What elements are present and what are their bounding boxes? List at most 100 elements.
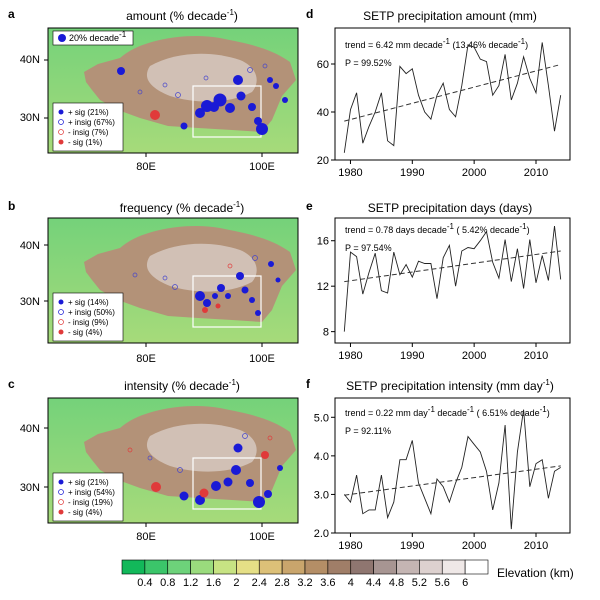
station-marker xyxy=(132,272,138,278)
station-marker xyxy=(225,103,235,113)
colorbar-label: 1.2 xyxy=(183,577,198,589)
lat-tick-label: 30N xyxy=(20,296,40,308)
colorbar-label: 3.2 xyxy=(297,577,312,589)
trend-line xyxy=(344,465,561,496)
legend-label: - sig (1%) xyxy=(68,138,103,147)
x-tick-label: 1990 xyxy=(400,350,424,362)
series-line xyxy=(343,42,562,153)
panel-letter: f xyxy=(306,377,311,391)
colorbar-swatch xyxy=(258,559,283,575)
y-tick-label: 8 xyxy=(323,327,329,339)
station-marker xyxy=(217,284,225,292)
p-value-text: P = 99.52% xyxy=(345,58,392,68)
series-line xyxy=(343,225,562,332)
plateau-high xyxy=(146,243,257,292)
map-border xyxy=(47,27,299,154)
lon-tick-label: 100E xyxy=(249,531,275,543)
setp-box xyxy=(192,457,262,510)
station-marker xyxy=(233,443,243,453)
lat-tick-label: 40N xyxy=(20,54,40,66)
panel-letter: d xyxy=(306,7,313,21)
station-marker xyxy=(172,284,178,290)
lat-tick-label: 30N xyxy=(20,112,40,124)
lon-tick-label: 80E xyxy=(136,531,156,543)
station-marker xyxy=(225,293,231,299)
station-marker xyxy=(175,92,181,98)
panel-letter: c xyxy=(8,377,15,391)
lon-tick-label: 100E xyxy=(249,353,275,365)
station-marker xyxy=(233,75,243,85)
map-panel-a: a amount (% decade-1) 20% decade-1 xyxy=(8,7,299,173)
trend-text: trend = 0.78 days decade-1 ( 5.42% decad… xyxy=(345,222,530,235)
timeseries-panel-d: d SETP precipitation amount (mm) trend =… xyxy=(306,7,571,179)
station-marker xyxy=(242,433,248,439)
legend-label: + insig (67%) xyxy=(68,118,115,127)
legend-label: + sig (14%) xyxy=(68,298,109,307)
colorbar-label: 6 xyxy=(462,577,468,589)
station-marker xyxy=(162,275,168,281)
map-legend: + sig (21%) + insig (54%) - insig (19%) … xyxy=(52,472,124,522)
station-marker xyxy=(195,291,205,301)
legend-label: - insig (7%) xyxy=(68,128,109,137)
colorbar-label: 4.8 xyxy=(389,577,404,589)
colorbar-label: 5.2 xyxy=(412,577,427,589)
colorbar-swatch xyxy=(373,559,397,575)
trend-line xyxy=(344,250,561,283)
station-marker xyxy=(150,110,160,120)
station-marker xyxy=(215,303,221,309)
map-border xyxy=(47,217,299,344)
x-tick-label: 1980 xyxy=(338,350,362,362)
y-tick-label: 16 xyxy=(317,236,329,248)
station-marker xyxy=(137,89,143,95)
station-marker xyxy=(227,263,233,269)
station-marker xyxy=(255,310,261,316)
map-title: intensity (% decade-1) xyxy=(124,378,240,393)
map-panel-c: c intensity (% decade-1) xyxy=(8,377,299,543)
station-marker xyxy=(236,272,244,280)
chart-title: SETP precipitation intensity (mm day-1) xyxy=(346,378,554,393)
station-markers xyxy=(132,255,281,316)
station-marker xyxy=(203,75,209,81)
station-marker xyxy=(223,477,233,487)
x-tick-label: 1990 xyxy=(400,167,424,179)
y-tick-label: 4.0 xyxy=(314,451,329,463)
map-title: frequency (% decade-1) xyxy=(120,200,245,215)
colorbar-label: 5.6 xyxy=(435,577,450,589)
chart-title: SETP precipitation days (days) xyxy=(368,201,533,215)
station-marker xyxy=(199,488,209,498)
station-markers xyxy=(117,63,288,135)
plateau-high xyxy=(146,53,257,102)
plot-frame xyxy=(334,27,571,161)
station-marker xyxy=(117,67,125,75)
station-marker xyxy=(246,479,254,487)
station-marker xyxy=(202,307,208,313)
legend-label: + sig (21%) xyxy=(68,478,109,487)
series-line xyxy=(343,409,561,530)
colorbar-label: 0.4 xyxy=(137,577,152,589)
x-tick-label: 2010 xyxy=(524,540,548,552)
y-tick-label: 2.0 xyxy=(314,528,329,540)
x-tick-label: 1980 xyxy=(338,540,362,552)
station-marker xyxy=(212,293,218,299)
x-tick-label: 2010 xyxy=(524,167,548,179)
lon-tick-label: 80E xyxy=(136,161,156,173)
station-marker xyxy=(195,495,205,505)
station-marker xyxy=(247,67,253,73)
timeseries-panel-f: f SETP precipitation intensity (mm day-1… xyxy=(306,377,571,552)
station-marker xyxy=(231,465,241,475)
legend-label: + insig (50%) xyxy=(68,308,115,317)
station-marker xyxy=(211,481,221,491)
timeseries-panel-e: e SETP precipitation days (days) trend =… xyxy=(306,199,571,362)
x-tick-label: 2000 xyxy=(462,540,486,552)
chart-title: SETP precipitation amount (mm) xyxy=(363,9,537,23)
station-marker xyxy=(275,277,281,283)
colorbar-swatch xyxy=(167,559,191,575)
colorbar-label: 1.6 xyxy=(206,577,221,589)
setp-box xyxy=(192,85,262,138)
colorbar-swatch xyxy=(419,559,443,575)
station-marker xyxy=(267,77,273,83)
legend-label: + insig (54%) xyxy=(68,488,115,497)
y-tick-label: 20 xyxy=(317,155,329,167)
lat-tick-label: 40N xyxy=(20,423,40,435)
colorbar-swatch xyxy=(464,559,489,575)
